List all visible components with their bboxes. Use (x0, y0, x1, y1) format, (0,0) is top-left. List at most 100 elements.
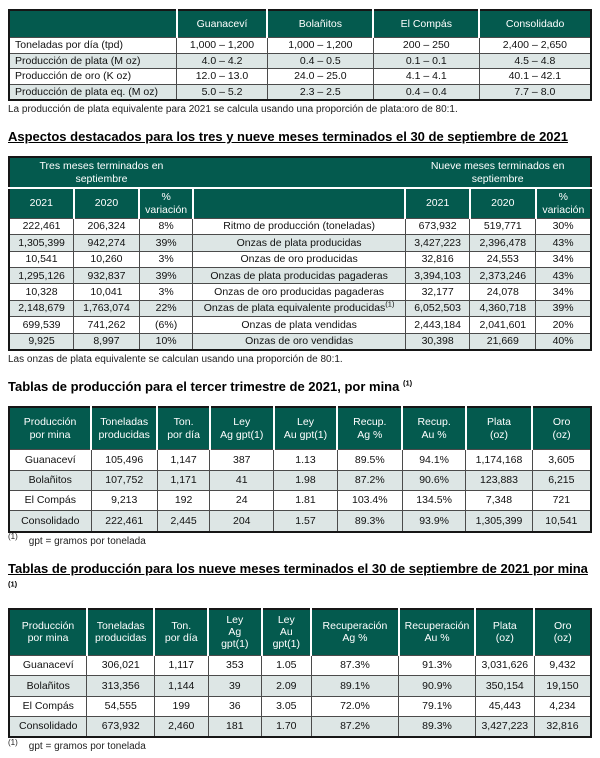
highlights-value-cell: 1,305,399 (8, 234, 75, 252)
mine-value-cell: 134.5% (401, 489, 467, 512)
mine-value-cell: 91.3% (398, 654, 476, 677)
mine-value-cell: 72.0% (310, 695, 400, 717)
highlights-value-cell: 43% (535, 234, 592, 252)
q3-footnote-marker: (1) (8, 532, 18, 542)
mine-name-cell: Bolañitos (8, 469, 92, 491)
highlights-subcolumn-header: 2021 (404, 188, 470, 219)
highlights-value-cell: 40% (535, 332, 592, 351)
mine-value-cell: 2.09 (261, 675, 312, 697)
mine-value-cell: 1.70 (261, 715, 312, 738)
mine-value-cell: 1.57 (273, 510, 338, 533)
highlights-value-cell: 8,997 (73, 332, 140, 351)
mine-column-header: Producción por mina (9, 608, 87, 656)
mine-value-cell: 1,117 (153, 654, 209, 677)
mine-value-cell: 19,150 (533, 675, 592, 697)
highlights-subcolumn-header: 2020 (72, 188, 140, 219)
period-right-header: Nueve meses terminados en septiembre (405, 157, 591, 190)
mine-value-cell: 90.6% (401, 469, 467, 491)
highlights-metric-cell: Onzas de plata equivalente producidas(1) (192, 299, 406, 318)
mine-value-cell: 353 (207, 654, 263, 677)
highlights-footnote: Las onzas de plata equivalente se calcul… (8, 353, 343, 365)
table-row: 10,328 10,041 3% Onzas de oro producidas pa… (8, 283, 592, 301)
highlights-value-cell: 24,553 (469, 250, 537, 269)
guidance-value-cell: 2.3 – 2.5 (266, 83, 374, 101)
period-spacer-header (192, 157, 406, 190)
mine-value-cell: 6,215 (531, 469, 592, 491)
highlights-value-cell: 30,398 (404, 332, 471, 351)
highlights-value-cell: 34% (535, 250, 592, 269)
highlights-value-cell: 1,295,126 (8, 266, 75, 285)
highlights-value-cell: 10% (138, 332, 194, 351)
guidance-column-header: Consolidado (478, 10, 591, 38)
q3-production-table: Producción por mina Toneladas producidas T… (8, 406, 592, 533)
highlights-value-cell: (6%) (138, 316, 194, 334)
mine-name-cell: Consolidado (8, 715, 88, 738)
mine-value-cell: 103.4% (336, 489, 403, 512)
table-row: 9,925 8,997 10% Onzas de oro vendidas 30,398… (8, 332, 592, 351)
highlights-value-cell: 6,052,503 (404, 299, 471, 318)
highlights-value-cell: 2,396,478 (469, 234, 537, 252)
highlights-metric-cell: Onzas de oro producidas (192, 250, 406, 269)
highlights-table-body: 222,461 206,324 8% Ritmo de producción (ton… (8, 217, 592, 351)
guidance-row-label: Toneladas por día (tpd) (8, 37, 178, 54)
highlights-metric-cell: Onzas de plata producidas pagaderas (192, 266, 406, 285)
mine-value-cell: 4,234 (533, 695, 592, 717)
mine-value-cell: 90.9% (398, 675, 476, 697)
table-row: Producción de plata eq. (M oz) 5.0 – 5.2 2… (8, 83, 592, 101)
highlights-metric-cell: Onzas de plata vendidas (192, 316, 406, 334)
mine-name-cell: Bolañitos (8, 675, 88, 697)
mine-value-cell: 313,356 (86, 675, 155, 697)
q3-header-row: Producción por mina Toneladas producidas T… (9, 407, 591, 450)
mine-value-cell: 2,445 (156, 510, 211, 533)
mine-column-header: Recuperación Au % (397, 608, 476, 656)
mine-name-cell: Consolidado (8, 510, 92, 533)
mine-value-cell: 1,144 (153, 675, 209, 697)
mine-value-cell: 123,883 (465, 469, 533, 491)
highlights-value-cell: 3% (138, 283, 194, 301)
guidance-value-cell: 200 – 250 (372, 37, 480, 54)
table-row: Bolañitos 313,356 1,144 39 2.09 89.1% 90.9% 350… (8, 675, 592, 697)
mine-value-cell: 87.2% (336, 469, 403, 491)
mine-value-cell: 87.3% (310, 654, 400, 677)
guidance-value-cell: 4.1 – 4.1 (372, 68, 480, 85)
mine-value-cell: 306,021 (86, 654, 155, 677)
mine-name-cell: Guanaceví (8, 654, 88, 677)
table-row: 1,295,126 932,837 39% Onzas de plata produc… (8, 266, 592, 285)
guidance-table: Guanaceví Bolañitos El Compás Consolidado T… (8, 9, 592, 101)
mine-value-cell: 24 (209, 489, 275, 512)
highlights-value-cell: 22% (138, 299, 194, 318)
mine-value-cell: 1,305,399 (465, 510, 533, 533)
q3-table-body: Guanaceví 105,496 1,147 387 1.13 89.5% 94.1% 1,… (8, 449, 592, 533)
mine-name-cell: El Compás (8, 695, 88, 717)
highlights-subheader-row: 2021 2020% variación 2021 2020% variación (9, 188, 591, 219)
ytd-footnote-marker: (1) (8, 737, 18, 747)
mine-value-cell: 107,752 (90, 469, 158, 491)
guidance-corner-cell (9, 10, 177, 38)
mine-value-cell: 10,541 (531, 510, 592, 533)
guidance-value-cell: 2,400 – 2,650 (478, 37, 592, 54)
mine-value-cell: 89.3% (336, 510, 403, 533)
mine-column-header: Oro (oz) (531, 407, 591, 450)
highlights-value-cell: 10,041 (73, 283, 140, 301)
mine-value-cell: 94.1% (401, 449, 467, 471)
mine-column-header: Recup. Ag % (336, 407, 403, 450)
table-row: 222,461 206,324 8% Ritmo de producción (ton… (8, 217, 592, 236)
highlights-value-cell: 43% (535, 266, 592, 285)
ytd-heading-footnote-marker: (1) (8, 579, 18, 589)
table-row: 1,305,399 942,274 39% Onzas de plata produc… (8, 234, 592, 252)
mine-value-cell: 9,213 (90, 489, 158, 512)
highlights-value-cell: 10,541 (8, 250, 75, 269)
q3-heading: Tablas de producción para el tercer trim… (8, 377, 592, 397)
mine-value-cell: 204 (209, 510, 275, 533)
guidance-value-cell: 4.5 – 4.8 (478, 52, 592, 70)
guidance-value-cell: 1,000 – 1,200 (176, 37, 268, 54)
table-row: 10,541 10,260 3% Onzas de oro producidas 32,… (8, 250, 592, 269)
guidance-value-cell: 12.0 – 13.0 (176, 68, 268, 85)
guidance-value-cell: 1,000 – 1,200 (266, 37, 374, 54)
highlights-value-cell: 21,669 (469, 332, 537, 351)
mine-value-cell: 45,443 (474, 695, 535, 717)
mine-value-cell: 350,154 (474, 675, 535, 697)
mine-value-cell: 79.1% (398, 695, 476, 717)
mine-value-cell: 54,555 (86, 695, 155, 717)
highlights-value-cell: 699,539 (8, 316, 75, 334)
